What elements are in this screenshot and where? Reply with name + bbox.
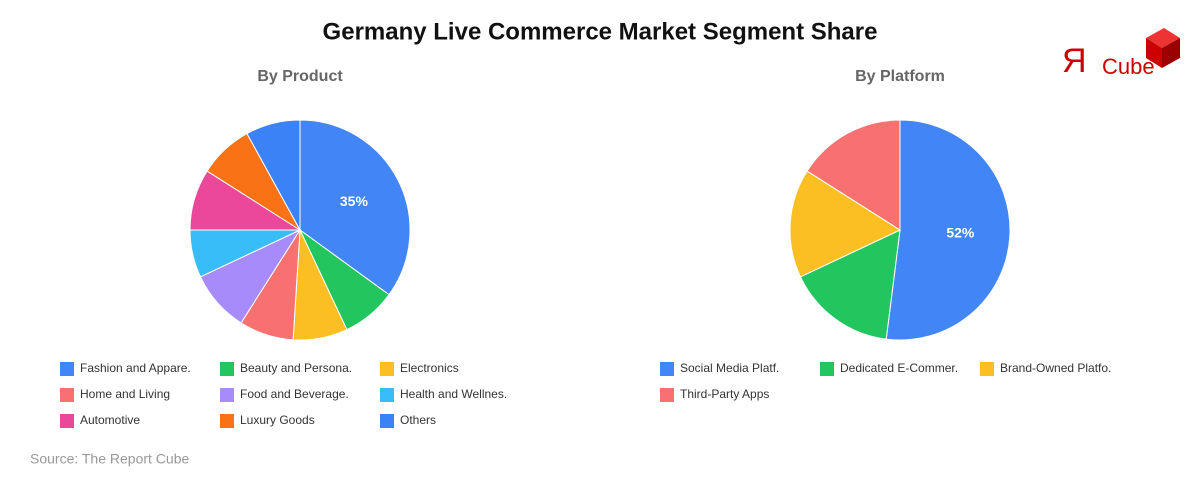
- legend-label: Electronics: [400, 361, 459, 375]
- chart-subtitle: By Platform: [855, 68, 945, 85]
- legend-swatch: [380, 414, 394, 428]
- legend-label: Automotive: [80, 413, 140, 427]
- legend-label: Food and Beverage.: [240, 387, 349, 401]
- legend-swatch: [820, 362, 834, 376]
- logo-text: Cube: [1102, 54, 1155, 79]
- pie-slice: [246, 119, 301, 231]
- pie-slice: [806, 119, 901, 231]
- logo: Я Cube: [1062, 28, 1180, 80]
- legend-swatch: [660, 362, 674, 376]
- legend-swatch: [60, 414, 74, 428]
- legend-label: Luxury Goods: [240, 413, 315, 427]
- legend-label: Home and Living: [80, 387, 170, 401]
- legend-swatch: [380, 362, 394, 376]
- legend-label: Fashion and Appare.: [80, 361, 191, 375]
- legend-label: Dedicated E-Commer.: [840, 361, 958, 375]
- legend-label: Health and Wellnes.: [400, 387, 507, 401]
- chart-subtitle: By Product: [257, 68, 343, 85]
- pie-slice: [799, 229, 901, 340]
- source: Source: The Report Cube: [30, 451, 189, 467]
- pie-slice: [789, 170, 902, 278]
- legend-label: Third-Party Apps: [680, 387, 769, 401]
- main-title: Germany Live Commerce Market Segment Sha…: [323, 18, 878, 45]
- logo-cube-left: [1146, 38, 1162, 68]
- legend-label: Brand-Owned Platfo.: [1000, 361, 1111, 375]
- legend-swatch: [60, 362, 74, 376]
- legend-swatch: [220, 362, 234, 376]
- legend-swatch: [660, 388, 674, 402]
- pie-slice: [885, 119, 1011, 341]
- legend-swatch: [980, 362, 994, 376]
- legend-swatch: [380, 388, 394, 402]
- legend-swatch: [220, 414, 234, 428]
- slice-label: 52%: [946, 225, 975, 241]
- slice-label: 35%: [340, 193, 369, 209]
- legend-swatch: [220, 388, 234, 402]
- legend-swatch: [60, 388, 74, 402]
- logo-cube-top: [1146, 28, 1180, 48]
- pie-slice: [299, 119, 411, 296]
- logo-cube-right: [1162, 38, 1180, 68]
- legend-label: Social Media Platf.: [680, 361, 779, 375]
- legend-label: Beauty and Persona.: [240, 361, 352, 375]
- legend-label: Others: [400, 413, 436, 427]
- logo-mark: Я: [1062, 42, 1087, 80]
